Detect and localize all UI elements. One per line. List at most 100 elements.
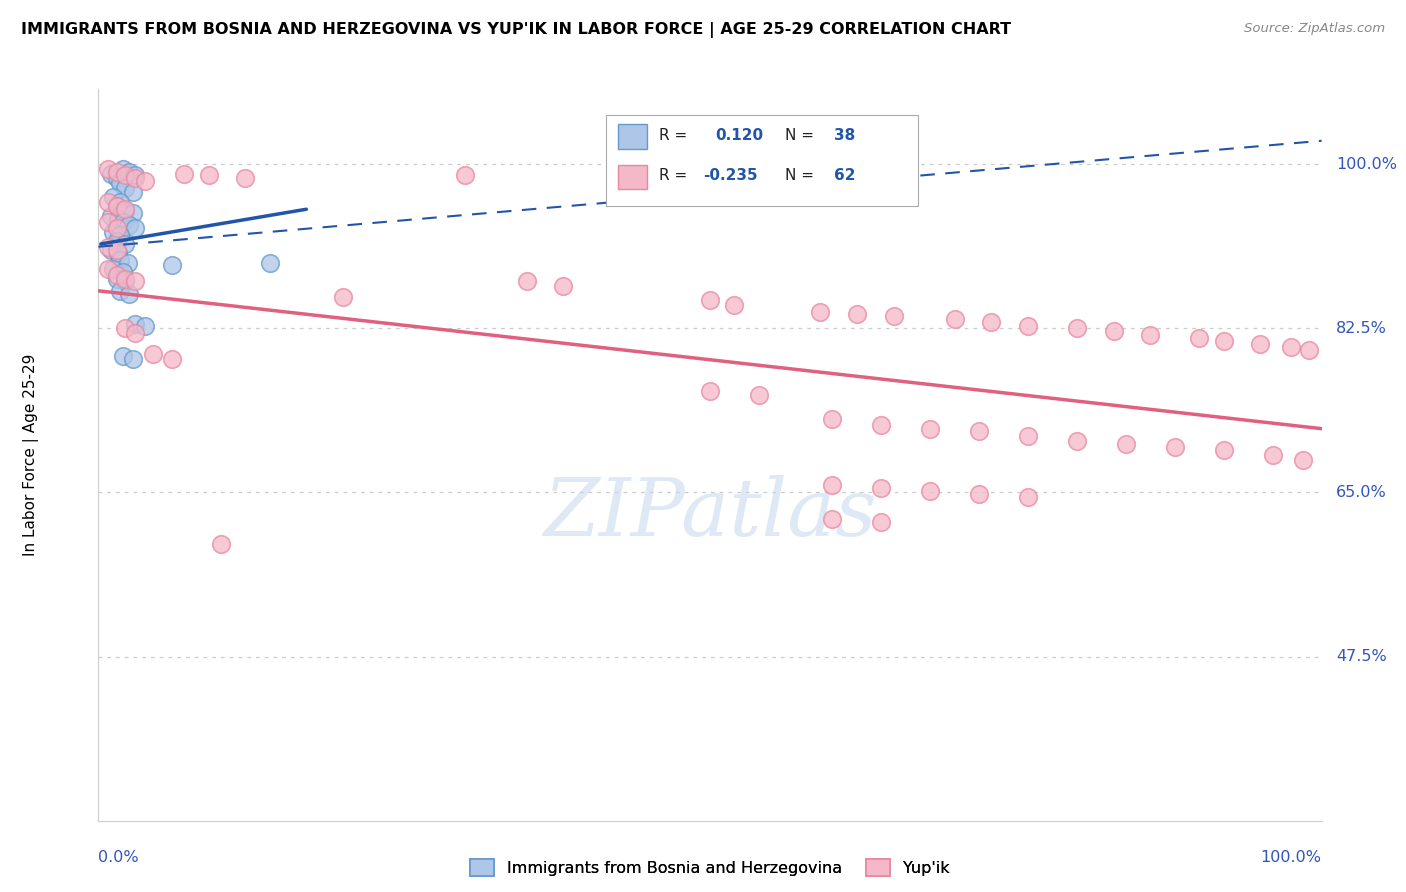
- Point: [1188, 331, 1211, 345]
- Point: [173, 167, 195, 181]
- Point: [114, 202, 136, 217]
- Point: [160, 259, 183, 273]
- Legend: Immigrants from Bosnia and Herzegovina, Yup'ik: Immigrants from Bosnia and Herzegovina, …: [464, 853, 956, 882]
- Text: 65.0%: 65.0%: [1336, 485, 1388, 500]
- Point: [111, 265, 134, 279]
- Point: [105, 171, 128, 186]
- Point: [114, 271, 136, 285]
- Point: [124, 171, 146, 186]
- Point: [845, 307, 868, 321]
- Point: [821, 478, 844, 492]
- Point: [121, 352, 143, 367]
- Point: [1066, 321, 1088, 335]
- Point: [107, 246, 129, 260]
- Text: 47.5%: 47.5%: [1336, 649, 1388, 664]
- Point: [699, 384, 721, 399]
- Point: [100, 244, 122, 258]
- Point: [118, 218, 141, 232]
- Point: [105, 271, 128, 285]
- Point: [110, 176, 132, 190]
- Point: [124, 221, 146, 235]
- Text: 100.0%: 100.0%: [1336, 157, 1398, 172]
- Text: 82.5%: 82.5%: [1336, 321, 1388, 335]
- Point: [943, 312, 966, 326]
- Point: [105, 165, 128, 179]
- Point: [110, 252, 132, 267]
- Point: [821, 511, 844, 525]
- Point: [97, 262, 120, 277]
- Point: [870, 417, 893, 432]
- Point: [699, 293, 721, 308]
- FancyBboxPatch shape: [606, 115, 918, 206]
- Point: [197, 169, 219, 183]
- Point: [105, 221, 128, 235]
- Point: [454, 169, 477, 183]
- Point: [209, 537, 232, 551]
- Point: [1139, 327, 1161, 342]
- Point: [101, 190, 124, 204]
- Text: Source: ZipAtlas.com: Source: ZipAtlas.com: [1244, 22, 1385, 36]
- Text: IMMIGRANTS FROM BOSNIA AND HERZEGOVINA VS YUP'IK IN LABOR FORCE | AGE 25-29 CORR: IMMIGRANTS FROM BOSNIA AND HERZEGOVINA V…: [21, 22, 1011, 38]
- Point: [110, 228, 132, 243]
- Point: [111, 215, 134, 229]
- Point: [1298, 343, 1320, 357]
- Point: [1279, 340, 1302, 354]
- Point: [134, 174, 156, 188]
- FancyBboxPatch shape: [619, 164, 647, 189]
- Point: [160, 352, 183, 367]
- Point: [1115, 436, 1137, 450]
- Point: [124, 326, 146, 340]
- Point: [118, 165, 141, 179]
- Point: [1292, 452, 1315, 467]
- Text: 100.0%: 100.0%: [1261, 850, 1322, 865]
- Text: ZIPatlas: ZIPatlas: [543, 475, 877, 552]
- Point: [967, 425, 990, 439]
- Point: [883, 309, 905, 323]
- Point: [111, 350, 134, 364]
- Point: [920, 422, 942, 436]
- Point: [100, 209, 122, 223]
- Point: [259, 255, 281, 269]
- Point: [124, 317, 146, 331]
- Point: [97, 161, 120, 176]
- Point: [105, 268, 128, 282]
- Point: [117, 255, 139, 269]
- Point: [553, 279, 575, 293]
- Point: [105, 199, 128, 213]
- Text: In Labor Force | Age 25-29: In Labor Force | Age 25-29: [22, 354, 39, 556]
- Text: 38: 38: [834, 128, 855, 143]
- Point: [114, 169, 136, 183]
- Point: [870, 516, 893, 530]
- Text: N =: N =: [786, 128, 814, 143]
- Point: [1164, 441, 1187, 455]
- FancyBboxPatch shape: [619, 124, 647, 149]
- Point: [515, 275, 537, 289]
- Point: [1102, 324, 1125, 338]
- Point: [114, 321, 136, 335]
- Point: [105, 244, 128, 258]
- Point: [1249, 337, 1271, 351]
- Point: [1212, 334, 1234, 348]
- Point: [967, 487, 990, 501]
- Point: [980, 315, 1002, 329]
- Point: [134, 318, 156, 333]
- Point: [1066, 434, 1088, 448]
- Point: [101, 262, 124, 277]
- Point: [118, 286, 141, 301]
- Point: [332, 290, 354, 304]
- Point: [97, 240, 120, 254]
- Point: [111, 161, 134, 176]
- Point: [821, 412, 844, 426]
- Point: [107, 211, 129, 226]
- Point: [97, 194, 120, 209]
- Point: [100, 167, 122, 181]
- Text: 0.120: 0.120: [716, 128, 763, 143]
- Text: 62: 62: [834, 169, 856, 184]
- Point: [142, 346, 165, 360]
- Text: R =: R =: [659, 169, 688, 184]
- Text: -0.235: -0.235: [703, 169, 758, 184]
- Point: [723, 298, 745, 312]
- Point: [110, 194, 132, 209]
- Point: [748, 388, 770, 402]
- Point: [105, 199, 128, 213]
